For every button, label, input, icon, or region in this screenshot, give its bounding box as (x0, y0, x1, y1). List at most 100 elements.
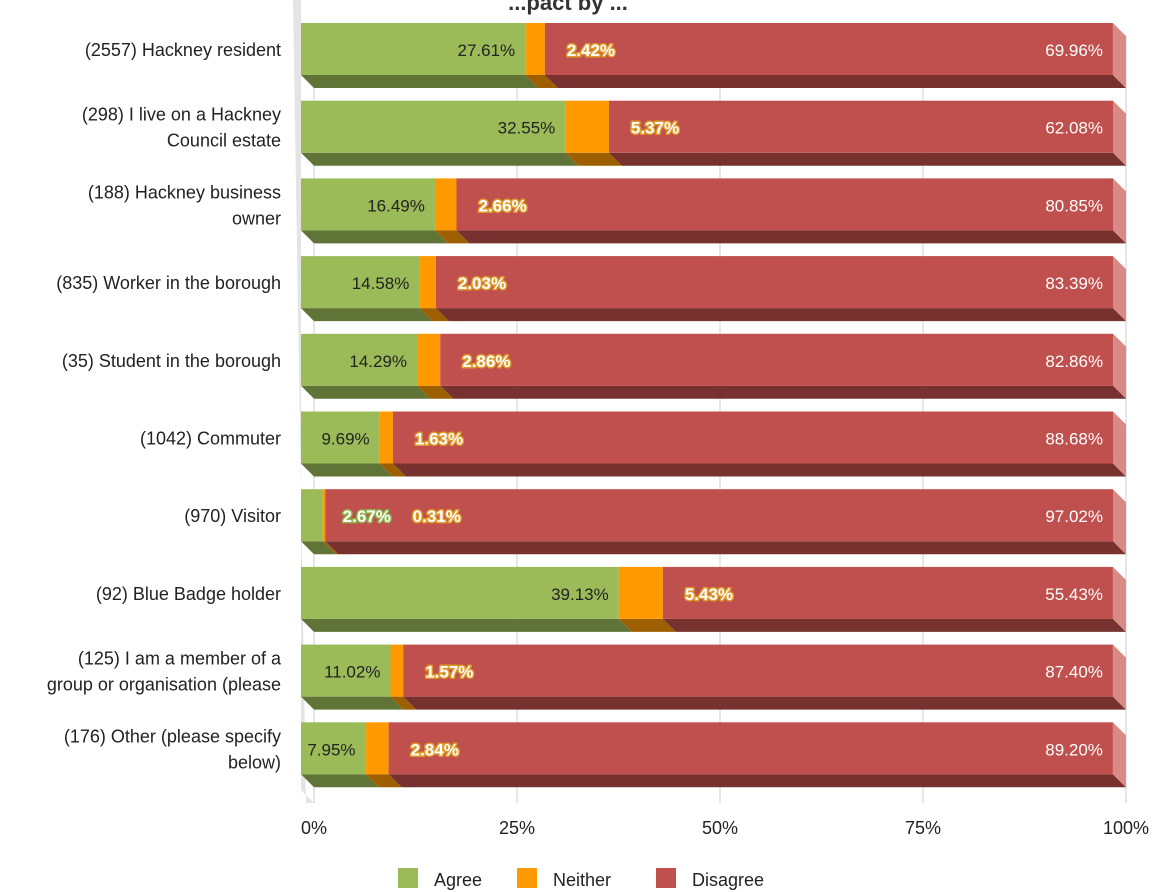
x-tick-label: 75% (905, 818, 941, 838)
data-label-agree: 27.61% (458, 41, 516, 60)
x-tick-label: 50% (702, 818, 738, 838)
bar-bottom-face (301, 152, 579, 166)
data-label-neither: 2.66% (478, 196, 526, 215)
data-label-disagree: 69.96% (1045, 41, 1103, 60)
data-label-agree: 11.02% (324, 663, 380, 682)
bar-bottom-face (440, 385, 1127, 399)
bar-bottom-face (301, 75, 539, 88)
data-label-neither: 5.37% (631, 119, 679, 138)
data-label-disagree: 55.43% (1045, 585, 1103, 604)
data-label-disagree: 97.02% (1045, 507, 1103, 526)
data-label-agree: 16.49% (367, 196, 425, 215)
category-label: group or organisation (please (47, 675, 281, 695)
data-label-neither: 1.63% (415, 430, 463, 449)
data-label-neither: 1.57% (425, 663, 473, 682)
category-labels: (2557) Hackney resident (298) I live on a… (47, 40, 282, 772)
chart-side-wall (293, 0, 314, 803)
bar-end-face (1112, 566, 1126, 632)
bar-bottom-face (301, 541, 336, 555)
category-label: (125) I am a member of a (78, 649, 282, 669)
bar-segment-neither (365, 722, 389, 775)
bar-segment-agree (301, 489, 323, 542)
legend-label-neither: Neither (553, 870, 611, 890)
bar-segment-neither (565, 100, 609, 153)
bar-segment-neither (618, 566, 663, 619)
category-label: Council estate (167, 131, 281, 151)
bar-segment-agree (301, 23, 526, 75)
bar-end-face (1112, 722, 1126, 788)
category-label: (92) Blue Badge holder (96, 584, 281, 604)
bar-bottom-face (322, 541, 339, 555)
bar-bottom-face (379, 463, 406, 477)
legend-label-disagree: Disagree (692, 870, 764, 890)
bar-segment-disagree (392, 411, 1113, 464)
bar-bottom-face (435, 308, 1127, 322)
chart-floor (293, 0, 314, 803)
category-label: (835) Worker in the borough (56, 273, 281, 293)
bars: 27.61% 2.42% 69.96% 32.55% 5.37% 62.08% 16.49%… (301, 23, 1127, 788)
category-label: owner (232, 208, 281, 228)
bar-bottom-face (301, 618, 632, 632)
data-label-disagree: 87.40% (1045, 663, 1103, 682)
data-label-agree: 39.13% (551, 585, 609, 604)
category-label: below) (228, 752, 281, 772)
x-tick-labels: 0% 25% 50% 75% 100% (301, 818, 1149, 838)
chart-title: ...pact by ... (508, 0, 628, 15)
bar-segment-disagree (325, 489, 1113, 542)
bar-end-face (1112, 23, 1126, 88)
bar-bottom-face (525, 75, 558, 88)
bar-segment-agree (301, 722, 366, 775)
bar-bottom-face (388, 774, 1126, 788)
bar-bottom-face (662, 618, 1126, 632)
data-label-neither: 2.84% (411, 740, 459, 759)
bar-bottom-face (301, 385, 431, 399)
bar-segment-disagree (435, 256, 1114, 309)
bar-bottom-face (301, 463, 393, 477)
bar-bottom-face (392, 463, 1126, 477)
bar-segment-disagree (456, 178, 1113, 231)
bar-segment-disagree (608, 100, 1113, 153)
bar-end-face (1113, 100, 1126, 166)
data-label-neither: 2.03% (458, 274, 506, 293)
category-label: (35) Student in the borough (62, 351, 281, 371)
data-label-disagree: 80.85% (1045, 196, 1103, 215)
data-label-disagree: 82.86% (1045, 352, 1103, 371)
bar-end-face (1112, 644, 1126, 710)
bar-end-face (1113, 411, 1126, 477)
bar-bottom-face (403, 696, 1126, 710)
data-label-agree: 14.58% (352, 274, 410, 293)
bar-bottom-face (434, 230, 470, 244)
bar-segment-agree (301, 256, 420, 309)
legend: Agree Neither Disagree (398, 868, 764, 890)
bar-segment-agree (301, 178, 435, 231)
data-label-agree: 9.69% (321, 430, 369, 449)
bar-segment-neither (417, 333, 441, 386)
bar-segment-agree (301, 566, 619, 619)
bar-segment-neither (390, 644, 404, 697)
bar-segment-neither (322, 489, 326, 542)
bar-bottom-face (608, 152, 1126, 166)
category-label: (970) Visitor (184, 506, 281, 526)
bar-bottom-face (301, 230, 448, 244)
x-tick-label: 0% (301, 818, 327, 838)
bar-segment-neither (434, 178, 457, 231)
bar-bottom-face (365, 774, 402, 788)
category-label: (1042) Commuter (140, 429, 281, 449)
bar-bottom-face (417, 385, 454, 399)
legend-swatch-neither (517, 868, 537, 888)
bar-bottom-face (456, 230, 1126, 244)
bar-segment-disagree (440, 333, 1114, 386)
data-label-neither: 5.43% (685, 585, 733, 604)
data-label-neither: 2.42% (567, 41, 615, 60)
x-tick-label: 25% (499, 818, 535, 838)
bar-segment-agree (301, 333, 418, 386)
data-label-disagree: 62.08% (1045, 119, 1103, 138)
data-label-neither: 0.31% (413, 507, 461, 526)
bar-segment-agree (301, 100, 566, 153)
bar-segment-agree (301, 644, 391, 697)
bar-end-face (1113, 178, 1126, 244)
data-label-agree: 14.29% (349, 352, 407, 371)
category-label: (176) Other (please specify (64, 726, 281, 746)
bar-bottom-face (618, 618, 676, 632)
bar-bottom-face (390, 696, 417, 710)
